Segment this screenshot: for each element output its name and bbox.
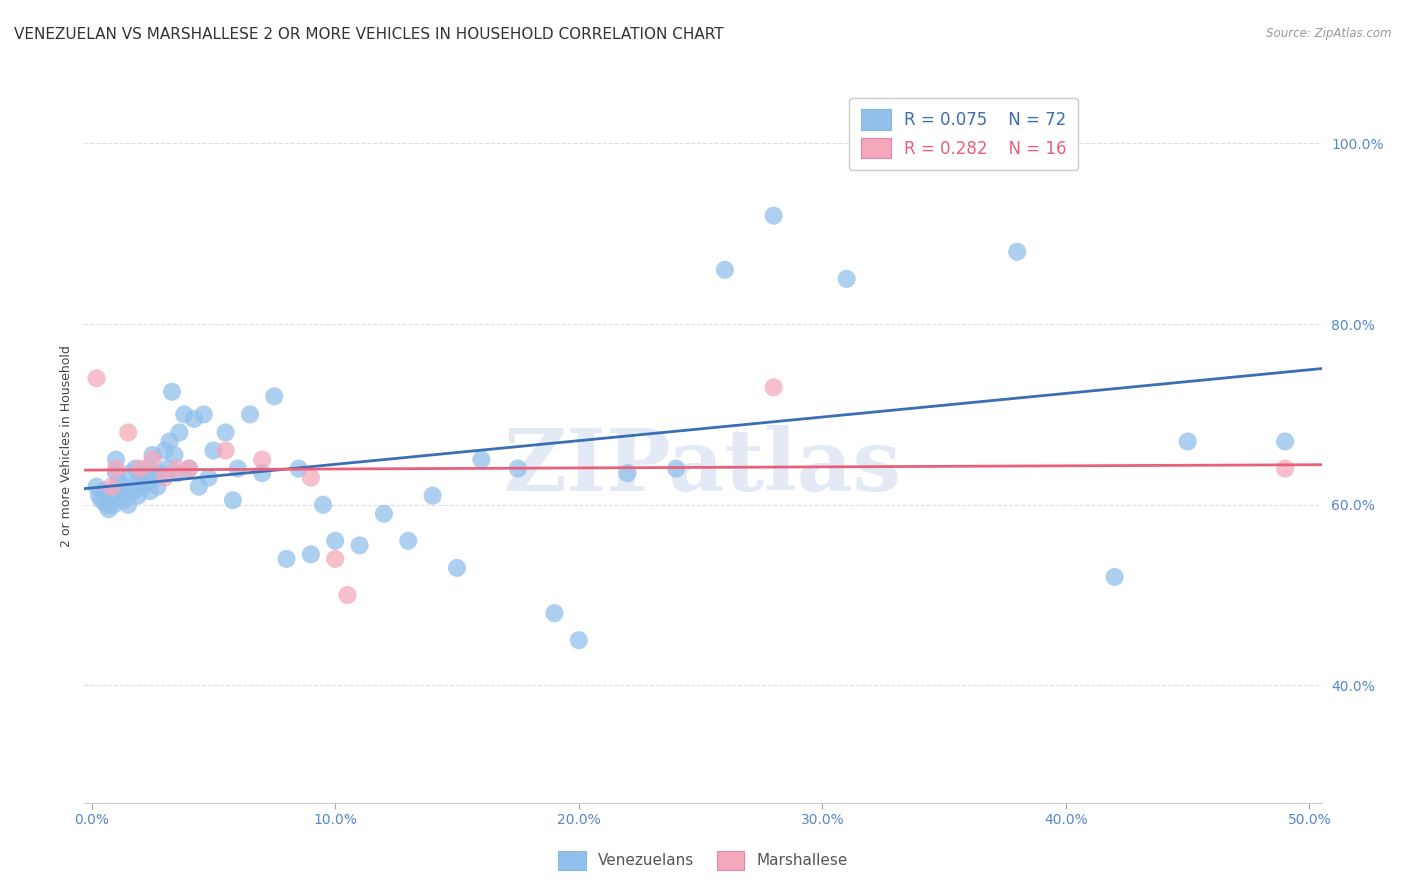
Point: [183, 412, 205, 426]
Point: [105, 461, 128, 475]
Point: [1104, 570, 1126, 584]
Point: [543, 606, 565, 620]
Point: [105, 466, 128, 480]
Point: [762, 380, 785, 394]
Point: [124, 461, 146, 475]
Point: [396, 533, 419, 548]
Legend: Venezuelans, Marshallese: Venezuelans, Marshallese: [550, 843, 856, 877]
Point: [197, 470, 219, 484]
Point: [506, 461, 529, 475]
Point: [127, 489, 149, 503]
Point: [142, 448, 165, 462]
Point: [112, 493, 135, 508]
Point: [908, 145, 931, 160]
Point: [250, 466, 273, 480]
Point: [1274, 461, 1296, 475]
Point: [166, 466, 188, 480]
Point: [110, 484, 132, 499]
Point: [276, 552, 298, 566]
Point: [263, 389, 285, 403]
Point: [100, 489, 122, 503]
Point: [163, 448, 186, 462]
Point: [146, 480, 169, 494]
Point: [323, 552, 346, 566]
Point: [166, 461, 188, 475]
Point: [312, 498, 335, 512]
Point: [202, 443, 225, 458]
Point: [239, 408, 262, 422]
Point: [299, 470, 322, 484]
Point: [193, 408, 215, 422]
Point: [156, 461, 179, 475]
Point: [96, 498, 118, 512]
Point: [714, 263, 737, 277]
Point: [616, 466, 638, 480]
Point: [177, 461, 200, 475]
Point: [470, 452, 492, 467]
Point: [159, 434, 181, 449]
Point: [87, 489, 110, 503]
Point: [93, 484, 115, 499]
Point: [1177, 434, 1199, 449]
Point: [173, 408, 195, 422]
Point: [160, 384, 183, 399]
Point: [149, 466, 172, 480]
Point: [250, 452, 273, 467]
Point: [139, 484, 162, 499]
Point: [835, 272, 858, 286]
Point: [117, 425, 139, 440]
Point: [1274, 434, 1296, 449]
Point: [143, 470, 166, 484]
Point: [287, 461, 309, 475]
Point: [299, 548, 322, 562]
Point: [153, 470, 176, 484]
Point: [122, 484, 145, 499]
Point: [226, 461, 249, 475]
Point: [214, 443, 236, 458]
Point: [120, 466, 142, 480]
Point: [422, 489, 444, 503]
Point: [323, 533, 346, 548]
Point: [103, 498, 125, 512]
Point: [1005, 244, 1028, 259]
Point: [153, 443, 176, 458]
Point: [177, 461, 200, 475]
Point: [187, 480, 209, 494]
Point: [136, 461, 159, 475]
Point: [568, 633, 591, 648]
Text: VENEZUELAN VS MARSHALLESE 2 OR MORE VEHICLES IN HOUSEHOLD CORRELATION CHART: VENEZUELAN VS MARSHALLESE 2 OR MORE VEHI…: [14, 27, 724, 42]
Point: [222, 493, 245, 508]
Point: [134, 475, 156, 490]
Point: [97, 502, 120, 516]
Point: [86, 371, 108, 385]
Point: [336, 588, 359, 602]
Point: [100, 480, 122, 494]
Point: [762, 209, 785, 223]
Point: [214, 425, 236, 440]
Point: [665, 461, 688, 475]
Point: [373, 507, 395, 521]
Point: [114, 480, 136, 494]
Point: [86, 480, 108, 494]
Text: ZIPatlas: ZIPatlas: [503, 425, 903, 509]
Point: [90, 493, 112, 508]
Point: [349, 538, 371, 552]
Y-axis label: 2 or more Vehicles in Household: 2 or more Vehicles in Household: [60, 345, 73, 547]
Point: [132, 480, 155, 494]
Text: Source: ZipAtlas.com: Source: ZipAtlas.com: [1267, 27, 1392, 40]
Point: [105, 452, 128, 467]
Point: [129, 461, 152, 475]
Point: [129, 470, 152, 484]
Point: [169, 425, 191, 440]
Point: [107, 475, 129, 490]
Point: [117, 498, 139, 512]
Point: [446, 561, 468, 575]
Point: [142, 452, 165, 467]
